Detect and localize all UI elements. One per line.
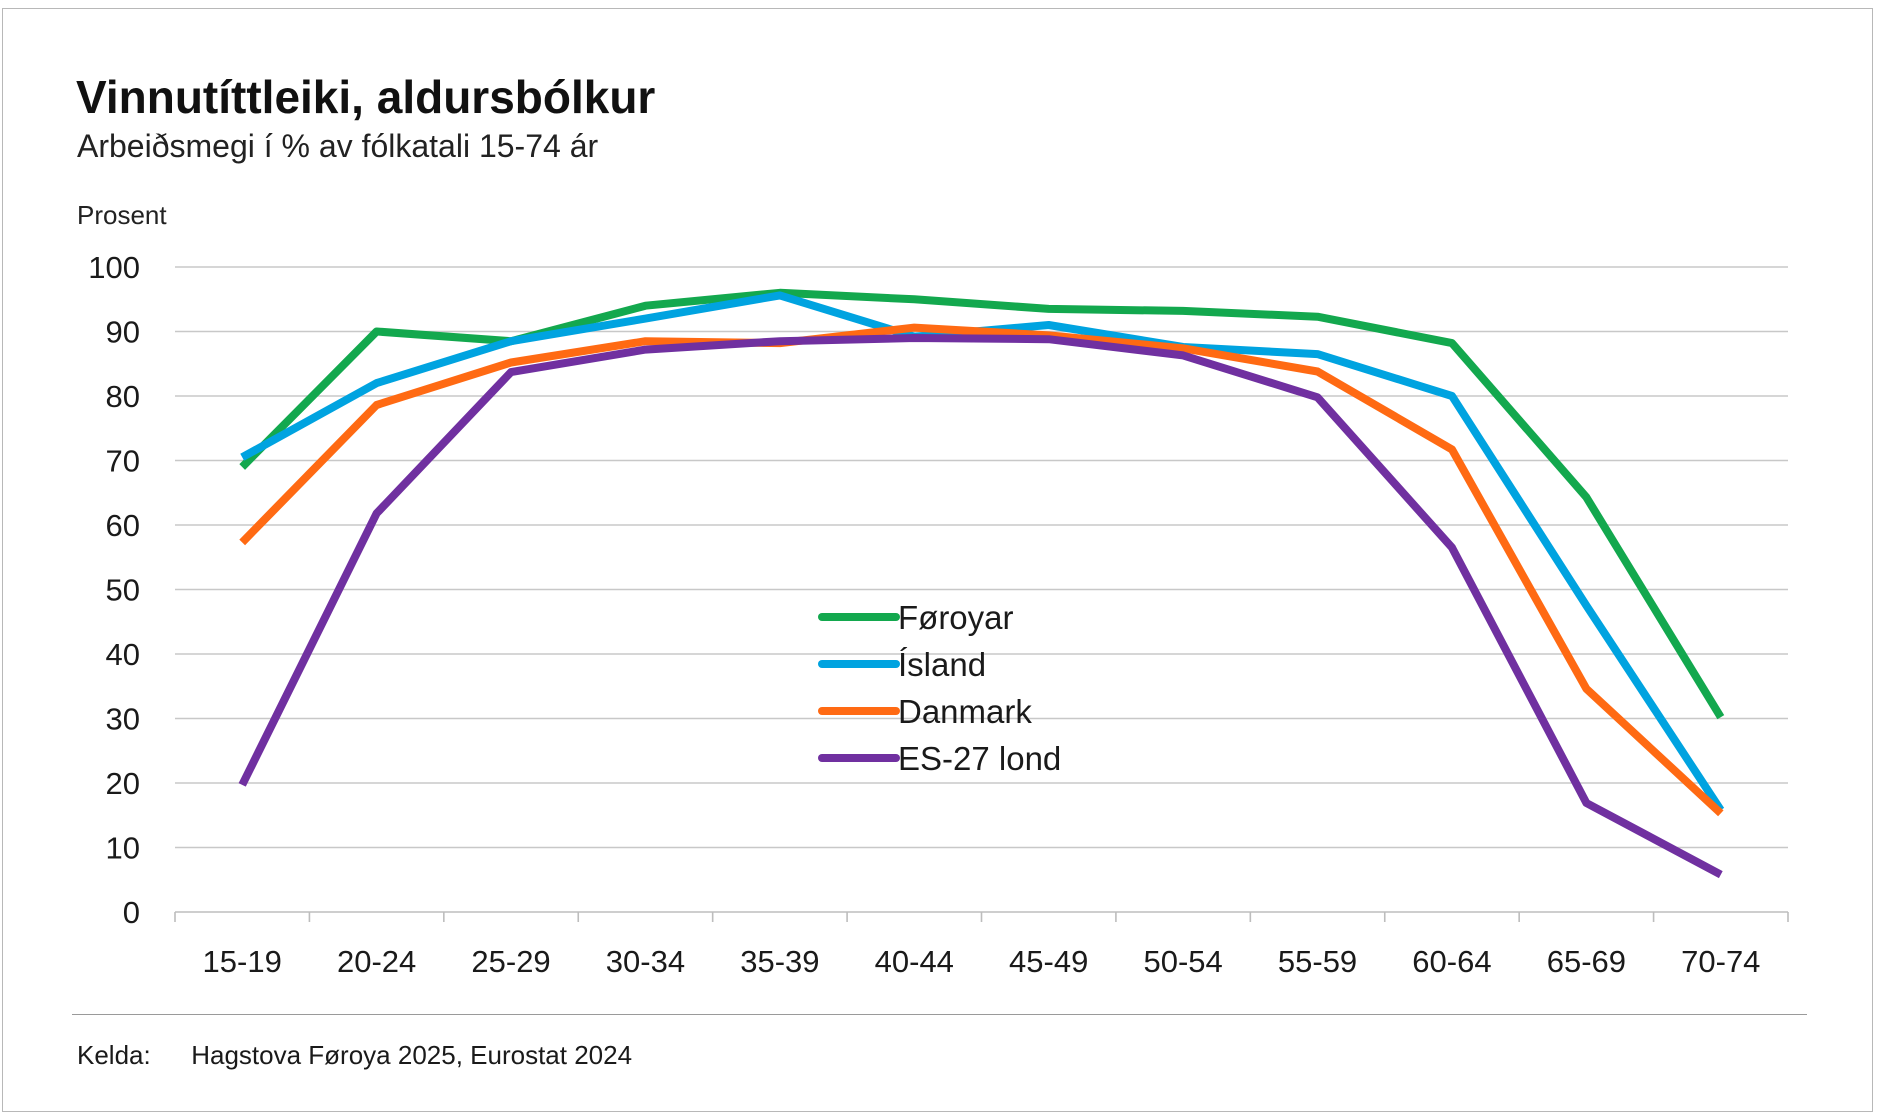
y-axis: 0 10 20 30 40 50 60 70 80 90 100 [88, 250, 140, 930]
y-tick-label: 0 [123, 895, 140, 930]
y-axis-label: Prosent [77, 200, 167, 230]
legend-label-es-27-lond: ES-27 lond [898, 740, 1061, 777]
x-tick-label: 15-19 [203, 944, 282, 979]
source-text: Hagstova Føroya 2025, Eurostat 2024 [191, 1040, 633, 1070]
source-label: Kelda: [77, 1040, 151, 1070]
footer-divider [72, 1014, 1807, 1015]
x-tick-label: 70-74 [1681, 944, 1760, 979]
x-tick-label: 35-39 [740, 944, 819, 979]
series-line-es-27-lond [238, 334, 1723, 879]
y-tick-label: 50 [106, 573, 140, 608]
legend-label-f-royar: Føroyar [898, 599, 1014, 636]
x-tick-label: 60-64 [1412, 944, 1491, 979]
y-tick-label: 40 [106, 637, 140, 672]
x-tick-label: 55-59 [1278, 944, 1357, 979]
series-line--sland [240, 291, 1725, 813]
series-lines [238, 288, 1725, 879]
x-tick-label: 20-24 [337, 944, 416, 979]
x-tick-label: 30-34 [606, 944, 685, 979]
series-line-danmark [239, 323, 1724, 817]
legend: Føroyar Ísland Danmark ES-27 lond [818, 599, 1061, 777]
x-tick-label: 50-54 [1143, 944, 1222, 979]
x-tick-label: 40-44 [875, 944, 954, 979]
chart-subtitle: Arbeiðsmegi í % av fólkatali 15-74 ár [77, 128, 599, 164]
y-tick-label: 70 [106, 444, 140, 479]
legend-label-danmark: Danmark [898, 693, 1032, 730]
series-line-f-royar [239, 288, 1725, 720]
y-tick-label: 30 [106, 702, 140, 737]
y-tick-label: 20 [106, 766, 140, 801]
x-tick-label: 25-29 [471, 944, 550, 979]
x-axis [174, 911, 1789, 922]
y-tick-label: 90 [106, 315, 140, 350]
y-tick-label: 80 [106, 379, 140, 414]
x-tick-label: 45-49 [1009, 944, 1088, 979]
y-tick-label: 10 [106, 831, 140, 866]
y-tick-label: 100 [88, 250, 140, 285]
source-note: Kelda: Hagstova Føroya 2025, Eurostat 20… [77, 1040, 632, 1071]
chart-title: Vinnutíttleiki, aldursbólkur [76, 71, 656, 123]
legend-label--sland: Ísland [898, 646, 986, 683]
x-axis-labels: 15-19 20-24 25-29 30-34 35-39 40-44 45-49 50-54… [203, 944, 1761, 979]
y-tick-label: 60 [106, 508, 140, 543]
x-tick-label: 65-69 [1547, 944, 1626, 979]
